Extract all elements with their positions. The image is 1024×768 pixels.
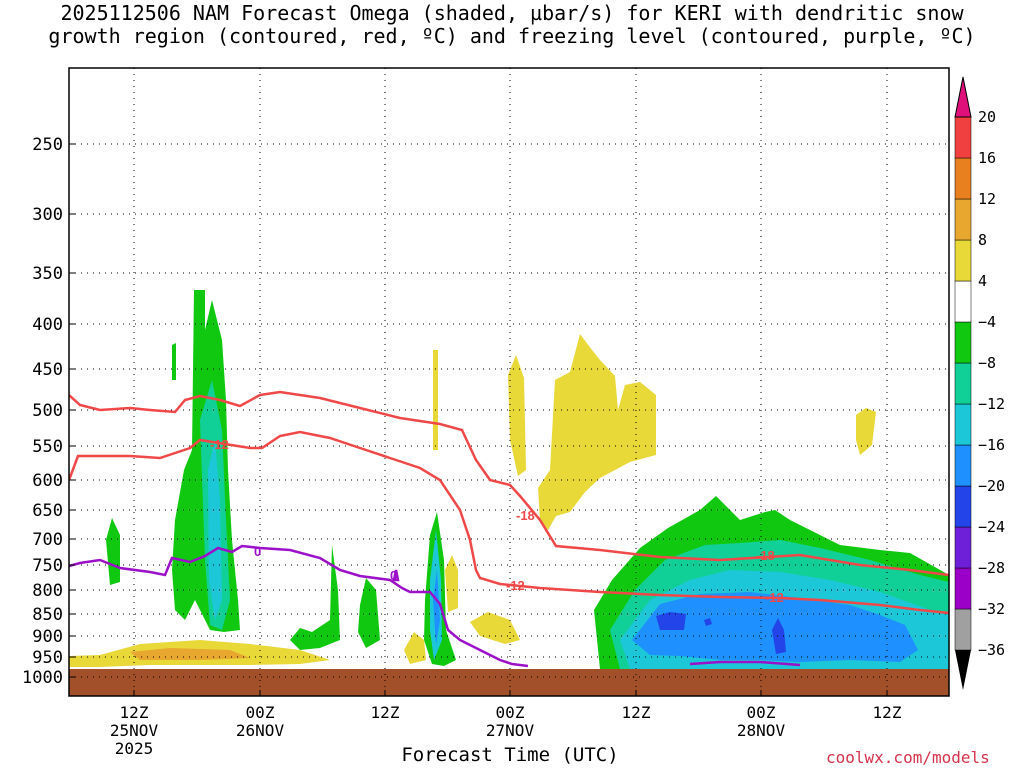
omega-right-level-5c <box>772 618 786 654</box>
colorbar-label: −4 <box>978 313 996 331</box>
colorbar-bottom-arrow <box>955 650 971 690</box>
colorbar-label: −16 <box>978 436 1005 454</box>
x-tick-time: 00Z <box>246 703 275 722</box>
omega-positive-a <box>433 350 438 450</box>
y-tick-label-650: 650 <box>32 501 63 521</box>
x-tick-date: 26NOV <box>236 721 285 740</box>
omega-positive-b <box>508 355 526 476</box>
y-tick-label-750: 750 <box>32 556 63 576</box>
contour-label-minus18-right: -18 <box>756 548 775 563</box>
x-tick-time: 12Z <box>120 703 149 722</box>
omega-column-b <box>172 343 176 380</box>
contour-minus12 <box>69 430 949 615</box>
colorbar-label: 4 <box>978 272 987 290</box>
x-tick-time: 12Z <box>873 703 902 722</box>
omega-column-d <box>290 545 340 650</box>
colorbar-label: −24 <box>978 518 1005 536</box>
colorbar-label: −8 <box>978 354 996 372</box>
y-tick-label-450: 450 <box>32 360 63 380</box>
omega-column-e <box>358 578 380 648</box>
chart-title: 2025112506 NAM Forecast Omega (shaded, µ… <box>0 2 1024 48</box>
colorbar-band <box>954 198 972 241</box>
y-tick-label-300: 300 <box>32 205 63 225</box>
omega-shading <box>69 290 949 696</box>
contour-label-zero-small: 0 <box>390 568 397 583</box>
x-axis-label: Forecast Time (UTC) <box>401 744 619 766</box>
colorbar-band <box>954 239 972 282</box>
contour-zero-low <box>689 660 801 667</box>
y-tick-label-800: 800 <box>32 581 63 601</box>
colorbar-label: 16 <box>978 149 996 167</box>
colorbar-label: −28 <box>978 559 1005 577</box>
omega-positive-c <box>538 334 656 530</box>
omega-right-level-5b <box>704 618 712 626</box>
y-tick-label-550: 550 <box>32 437 63 457</box>
y-tick-label-700: 700 <box>32 530 63 550</box>
colorbar-band <box>954 608 972 651</box>
y-tick-label-850: 850 <box>32 605 63 625</box>
contour-label-minus12-right: -12 <box>765 590 784 605</box>
colorbar-label: 8 <box>978 231 987 249</box>
omega-right-level-5a <box>656 612 686 630</box>
x-tick-time: 00Z <box>747 703 776 722</box>
chart-title-line-1: 2025112506 NAM Forecast Omega (shaded, µ… <box>60 1 964 25</box>
colorbar-band <box>954 157 972 200</box>
y-axis: 250 300 350 400 450 500 550 600 650 700 … <box>22 135 75 688</box>
omega-positive-e <box>404 632 426 664</box>
contour-label-zero: 0 <box>254 544 261 559</box>
colorbar-top-arrow <box>954 76 972 118</box>
x-tick-date: 28NOV <box>737 721 786 740</box>
omega-column-a <box>106 518 120 585</box>
x-tick-time: 12Z <box>622 703 651 722</box>
x-tick-year: 2025 <box>115 739 154 758</box>
colorbar-band <box>954 526 972 569</box>
contour-label-minus18-mid: -18 <box>516 508 535 523</box>
plot-frame <box>68 67 950 697</box>
contour-zero-small <box>392 569 400 582</box>
credit-link[interactable]: coolwx.com/models <box>826 748 990 767</box>
colorbar-label: −12 <box>978 395 1005 413</box>
x-tick-time: 12Z <box>371 703 400 722</box>
omega-column-f-core <box>433 570 440 645</box>
colorbar-band <box>954 362 972 405</box>
y-tick-label-950: 950 <box>32 648 63 668</box>
colorbar-band <box>954 280 972 323</box>
ground-fill <box>69 669 949 696</box>
contour-minus18 <box>69 390 949 577</box>
colorbar-label: −20 <box>978 477 1005 495</box>
colorbar-band <box>954 403 972 446</box>
x-tick-date: 25NOV <box>110 721 159 740</box>
colorbar-label: −36 <box>978 641 1005 659</box>
y-tick-label-900: 900 <box>32 627 63 647</box>
colorbar-band <box>954 321 972 364</box>
x-tick-date: 27NOV <box>486 721 535 740</box>
colorbar-label: 12 <box>978 190 996 208</box>
contour-label-minus12-mid: -12 <box>506 578 525 593</box>
colorbar: −36 −32 −28 −24 −20 −16 −12 −8 −4 4 8 12 16 20 <box>954 76 1005 690</box>
colorbar-band <box>954 444 972 487</box>
y-tick-label-500: 500 <box>32 401 63 421</box>
omega-column-c-core <box>208 440 222 620</box>
y-tick-label-350: 350 <box>32 264 63 284</box>
colorbar-band <box>954 116 972 159</box>
chart-title-line-2: growth region (contoured, red, ºC) and f… <box>48 24 976 48</box>
y-tick-label-600: 600 <box>32 471 63 491</box>
y-tick-label-250: 250 <box>32 135 63 155</box>
colorbar-label: 20 <box>978 108 996 126</box>
omega-positive-f <box>470 612 520 644</box>
colorbar-band <box>954 567 972 610</box>
x-axis: 12Z 25NOV 2025 00Z 26NOV 12Z 00Z 27NOV 1… <box>110 690 902 758</box>
y-tick-label-400: 400 <box>32 315 63 335</box>
colorbar-band <box>954 485 972 528</box>
y-tick-label-1000: 1000 <box>22 668 63 688</box>
omega-positive-d <box>445 555 458 612</box>
colorbar-label: −32 <box>978 600 1005 618</box>
x-tick-time: 00Z <box>496 703 525 722</box>
contour-label-minus12-left: -12 <box>210 437 229 452</box>
contour-zero <box>69 544 529 668</box>
omega-positive-g <box>856 408 876 455</box>
